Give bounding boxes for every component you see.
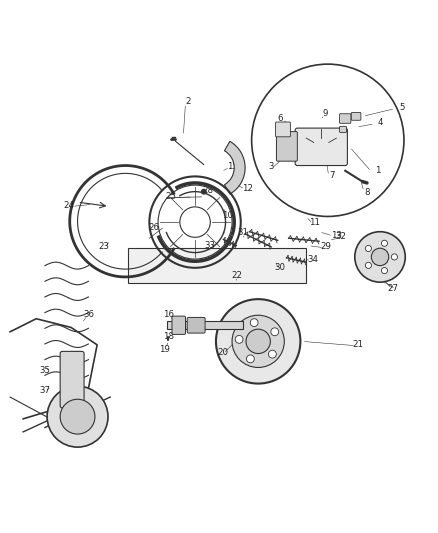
Text: 18: 18 bbox=[163, 332, 174, 341]
Circle shape bbox=[235, 335, 243, 343]
FancyBboxPatch shape bbox=[339, 126, 346, 133]
Text: 31: 31 bbox=[237, 228, 248, 237]
Text: 22: 22 bbox=[231, 271, 242, 280]
Circle shape bbox=[47, 386, 108, 447]
Text: 20: 20 bbox=[218, 348, 229, 357]
Text: 29: 29 bbox=[320, 243, 331, 252]
Text: 8: 8 bbox=[364, 188, 370, 197]
Circle shape bbox=[371, 248, 389, 265]
Circle shape bbox=[216, 299, 300, 384]
FancyBboxPatch shape bbox=[167, 321, 243, 329]
Circle shape bbox=[247, 355, 254, 363]
Circle shape bbox=[201, 189, 206, 194]
Text: 3: 3 bbox=[268, 162, 274, 171]
Text: 14: 14 bbox=[381, 243, 392, 252]
Circle shape bbox=[271, 328, 279, 336]
Text: 24: 24 bbox=[64, 201, 74, 210]
Wedge shape bbox=[224, 141, 245, 194]
Text: 25: 25 bbox=[166, 192, 177, 201]
Text: 15: 15 bbox=[226, 162, 237, 171]
Circle shape bbox=[365, 245, 371, 252]
Text: 12: 12 bbox=[242, 184, 253, 192]
Text: 10: 10 bbox=[222, 211, 233, 220]
FancyBboxPatch shape bbox=[127, 248, 306, 283]
Circle shape bbox=[355, 232, 405, 282]
Text: 13: 13 bbox=[331, 231, 342, 240]
Text: 21: 21 bbox=[353, 341, 364, 349]
Text: 30: 30 bbox=[275, 263, 286, 272]
Text: 9: 9 bbox=[323, 109, 328, 118]
Text: 33: 33 bbox=[205, 241, 216, 250]
FancyBboxPatch shape bbox=[60, 351, 84, 408]
Text: 32: 32 bbox=[336, 232, 346, 241]
FancyBboxPatch shape bbox=[187, 318, 205, 333]
FancyBboxPatch shape bbox=[339, 114, 351, 123]
Text: 35: 35 bbox=[39, 367, 50, 375]
Circle shape bbox=[381, 268, 388, 273]
Circle shape bbox=[381, 240, 388, 246]
Text: 5: 5 bbox=[399, 103, 405, 112]
FancyBboxPatch shape bbox=[276, 122, 290, 137]
Text: 6: 6 bbox=[277, 114, 283, 123]
FancyBboxPatch shape bbox=[276, 132, 297, 161]
Circle shape bbox=[365, 262, 371, 269]
Text: 37: 37 bbox=[39, 386, 50, 395]
FancyBboxPatch shape bbox=[172, 316, 185, 334]
FancyBboxPatch shape bbox=[295, 128, 347, 166]
Text: 26: 26 bbox=[148, 223, 159, 232]
Text: 1: 1 bbox=[375, 166, 381, 175]
Text: 17: 17 bbox=[172, 319, 183, 328]
FancyBboxPatch shape bbox=[351, 112, 361, 120]
Text: 4: 4 bbox=[377, 118, 383, 127]
Text: 23: 23 bbox=[98, 243, 109, 252]
Text: 27: 27 bbox=[388, 284, 399, 293]
Circle shape bbox=[268, 350, 276, 358]
Circle shape bbox=[246, 329, 270, 353]
Circle shape bbox=[232, 315, 284, 367]
Text: 16: 16 bbox=[163, 310, 174, 319]
Circle shape bbox=[60, 399, 95, 434]
Text: 36: 36 bbox=[83, 310, 94, 319]
Text: 28: 28 bbox=[203, 186, 214, 195]
Text: 11: 11 bbox=[309, 219, 320, 228]
Text: 7: 7 bbox=[329, 171, 335, 180]
Text: 34: 34 bbox=[307, 255, 318, 264]
Circle shape bbox=[391, 254, 397, 260]
Text: 19: 19 bbox=[159, 345, 170, 354]
Text: 2: 2 bbox=[186, 96, 191, 106]
Circle shape bbox=[250, 319, 258, 327]
